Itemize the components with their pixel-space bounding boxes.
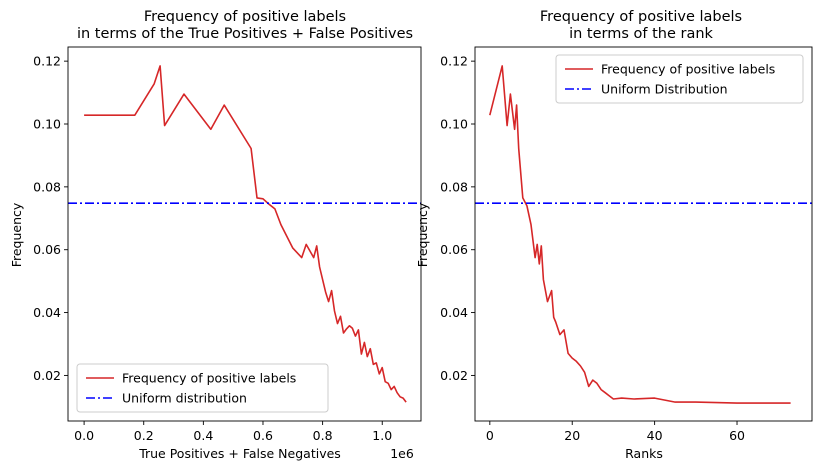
chart-left-y-tick-label: 0.10 (33, 117, 61, 132)
chart-left-x-tick-label: 0.0 (74, 428, 94, 443)
chart-left-x-tick-label: 1.0 (372, 428, 392, 443)
chart-right-xlabel: Ranks (625, 446, 663, 461)
chart-right-legend: Frequency of positive labels Uniform Dist… (555, 54, 804, 104)
chart-right-legend-box (555, 54, 804, 104)
chart-left-x-tick-label: 0.2 (134, 428, 154, 443)
chart-right-title-line1: Frequency of positive labels (540, 9, 742, 25)
chart-left-title-line1: Frequency of positive labels (144, 9, 346, 25)
chart-right: Frequency of positive labels in terms of… (415, 9, 813, 461)
chart-left-y-tick-label: 0.06 (33, 242, 61, 257)
chart-left-title-line2: in terms of the True Positives + False P… (77, 26, 413, 42)
chart-left-x-tick-label: 0.6 (253, 428, 273, 443)
chart-left-x-tick-label: 0.4 (193, 428, 213, 443)
chart-right-legend-label: Uniform Distribution (601, 82, 728, 97)
chart-left-y-tick-label: 0.12 (33, 54, 61, 69)
chart-right-x-tick-label: 0 (486, 428, 494, 443)
chart-right-y-tick-label: 0.08 (440, 179, 468, 194)
chart-right-y-tick-label: 0.12 (440, 54, 468, 69)
chart-left-legend-label: Uniform distribution (122, 391, 247, 406)
chart-right-y-tick-label: 0.06 (440, 242, 468, 257)
chart-right-title-line2: in terms of the rank (569, 26, 713, 42)
chart-left: Frequency of positive labels in terms of… (9, 9, 422, 461)
chart-left-x-tick-label: 0.8 (313, 428, 333, 443)
chart-right-y-tick-label: 0.04 (440, 305, 468, 320)
chart-right-series-frequency-line (489, 65, 791, 404)
chart-right-y-tick-label: 0.02 (440, 368, 468, 383)
chart-right-x-tick-label: 60 (729, 428, 745, 443)
chart-left-x-offset-label: 1e6 (390, 446, 414, 461)
chart-right-y-tick-label: 0.10 (440, 117, 468, 132)
chart-left-y-tick-label: 0.02 (33, 368, 61, 383)
chart-right-x-tick-label: 40 (647, 428, 663, 443)
chart-right-legend-label: Frequency of positive labels (601, 62, 775, 77)
chart-left-series-frequency-line (84, 65, 407, 403)
chart-left-xlabel: True Positives + False Negatives (138, 446, 341, 461)
chart-left-legend: Frequency of positive labels Uniform dist… (76, 363, 329, 413)
chart-left-legend-box (76, 363, 329, 413)
chart-right-x-tick-label: 20 (564, 428, 580, 443)
chart-left-legend-label: Frequency of positive labels (122, 371, 296, 386)
chart-right-axes-frame (474, 46, 813, 422)
chart-left-y-tick-label: 0.04 (33, 305, 61, 320)
chart-left-axes-frame (67, 46, 422, 422)
chart-right-ylabel: Frequency (415, 202, 430, 267)
chart-left-ylabel: Frequency (9, 202, 24, 267)
chart-left-y-tick-label: 0.08 (33, 179, 61, 194)
